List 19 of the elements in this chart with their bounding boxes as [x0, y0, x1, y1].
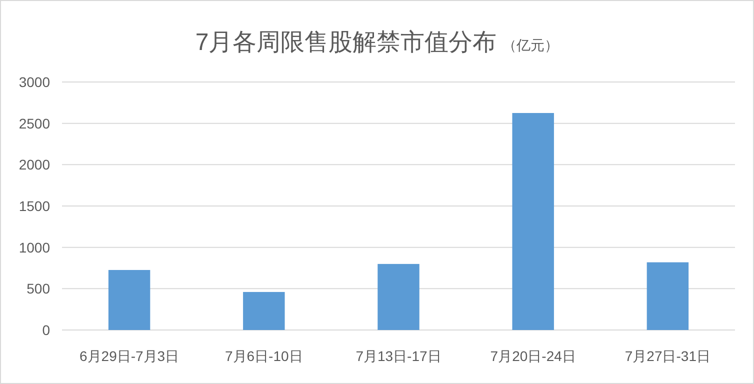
- y-tick-label: 3000: [18, 74, 50, 90]
- y-tick-label: 0: [42, 322, 50, 338]
- bar: [108, 270, 150, 330]
- y-tick-label: 2500: [18, 115, 50, 132]
- y-tick-label: 1500: [18, 198, 50, 214]
- bar: [646, 262, 689, 330]
- x-tick-label: 7月20日-24日: [490, 348, 576, 364]
- x-tick-label: 7月6日-10日: [224, 348, 303, 364]
- x-tick-label: 7月13日-17日: [356, 348, 442, 364]
- x-tick-label: 7月27日-31日: [624, 348, 710, 364]
- bar: [512, 113, 554, 330]
- y-tick-label: 2000: [18, 156, 50, 173]
- y-tick-label: 1000: [18, 239, 50, 256]
- x-tick-label: 6月29日-7月3日: [80, 348, 180, 364]
- bar: [243, 292, 285, 330]
- y-tick-label: 500: [26, 280, 50, 297]
- bar: [378, 264, 420, 330]
- chart-subtitle: （亿元）: [502, 37, 559, 53]
- chart-title: 7月各周限售股解禁市值分布: [195, 29, 497, 56]
